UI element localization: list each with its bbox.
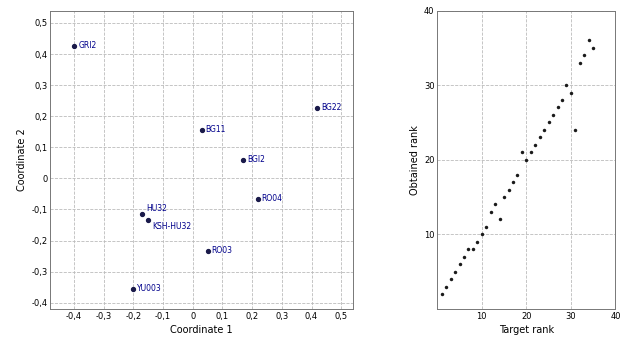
Text: KSH-HU32: KSH-HU32 bbox=[152, 222, 191, 231]
X-axis label: Coordinate 1: Coordinate 1 bbox=[170, 325, 233, 335]
X-axis label: Target rank: Target rank bbox=[499, 325, 554, 335]
Text: HU32: HU32 bbox=[146, 204, 166, 213]
Text: BGI2: BGI2 bbox=[247, 155, 264, 164]
Text: RO03: RO03 bbox=[211, 246, 232, 255]
Text: GRI2: GRI2 bbox=[78, 41, 97, 50]
Text: BG11: BG11 bbox=[205, 125, 225, 134]
Text: BG22: BG22 bbox=[321, 103, 342, 112]
Y-axis label: Coordinate 2: Coordinate 2 bbox=[17, 128, 27, 191]
Y-axis label: Obtained rank: Obtained rank bbox=[409, 125, 420, 195]
Text: RO04: RO04 bbox=[262, 194, 283, 203]
Text: YU003: YU003 bbox=[137, 284, 161, 292]
